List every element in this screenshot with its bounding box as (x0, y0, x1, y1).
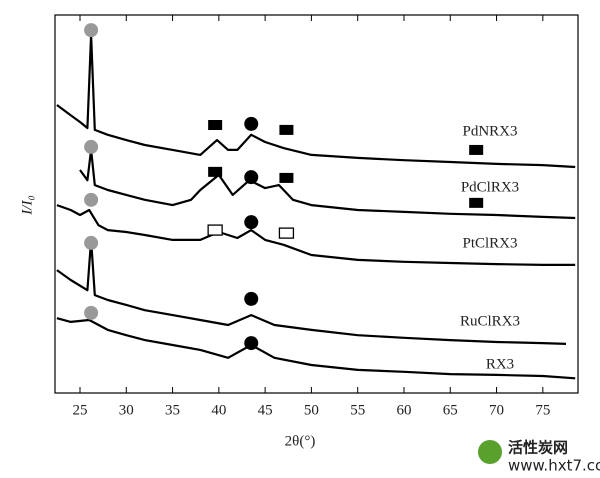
x-tick-label: 50 (304, 402, 319, 418)
series-label: PdClRX3 (461, 179, 519, 195)
watermark-url: www.hxt7.com (508, 457, 600, 475)
x-tick-label: 60 (396, 402, 411, 418)
series-label: RX3 (486, 356, 514, 372)
watermark-title: 活性炭网 (508, 439, 568, 457)
series-line (56, 317, 576, 380)
peak-marker-circle (84, 235, 99, 250)
series-line (56, 33, 576, 169)
series-label: PdNRX3 (462, 123, 517, 139)
x-tick-label: 45 (258, 402, 273, 418)
peak-marker-open-square (278, 227, 295, 239)
peak-marker-square (208, 119, 223, 130)
peak-marker-circle (244, 215, 259, 230)
peak-marker-circle (84, 192, 99, 207)
peak-marker-square (279, 172, 294, 183)
x-tick-label: 75 (535, 402, 550, 418)
peak-marker-circle (84, 305, 99, 320)
plot-frame (54, 14, 579, 394)
x-axis-label: 2θ(°) (285, 433, 316, 449)
series-line (79, 148, 576, 220)
x-tick-label: 55 (350, 402, 365, 418)
x-tick-label: 25 (72, 402, 87, 418)
peak-marker-circle (244, 336, 259, 351)
x-tick-label: 30 (119, 402, 134, 418)
series-label: RuClRX3 (460, 313, 520, 329)
peak-marker-circle (244, 116, 259, 131)
x-tick-label: 65 (443, 402, 458, 418)
x-tick-label: 70 (489, 402, 504, 418)
watermark-logo (478, 440, 502, 464)
peak-marker-square (279, 124, 294, 135)
watermark: 活性炭网 www.hxt7.com (478, 439, 600, 475)
y-axis-label: I/I₀ (19, 195, 35, 215)
peak-marker-circle (244, 291, 259, 306)
peak-marker-circle (84, 139, 99, 154)
series-line (56, 204, 576, 266)
peak-marker-square (469, 144, 484, 155)
peak-marker-circle (244, 170, 259, 185)
peak-marker-square (469, 197, 484, 208)
peak-marker-circle (84, 23, 99, 38)
x-tick-label: 35 (165, 402, 180, 418)
peak-marker-square (208, 166, 223, 177)
peak-marker-open-square (207, 224, 223, 236)
x-tick-label: 40 (211, 402, 226, 418)
series-label: PtClRX3 (462, 235, 517, 251)
